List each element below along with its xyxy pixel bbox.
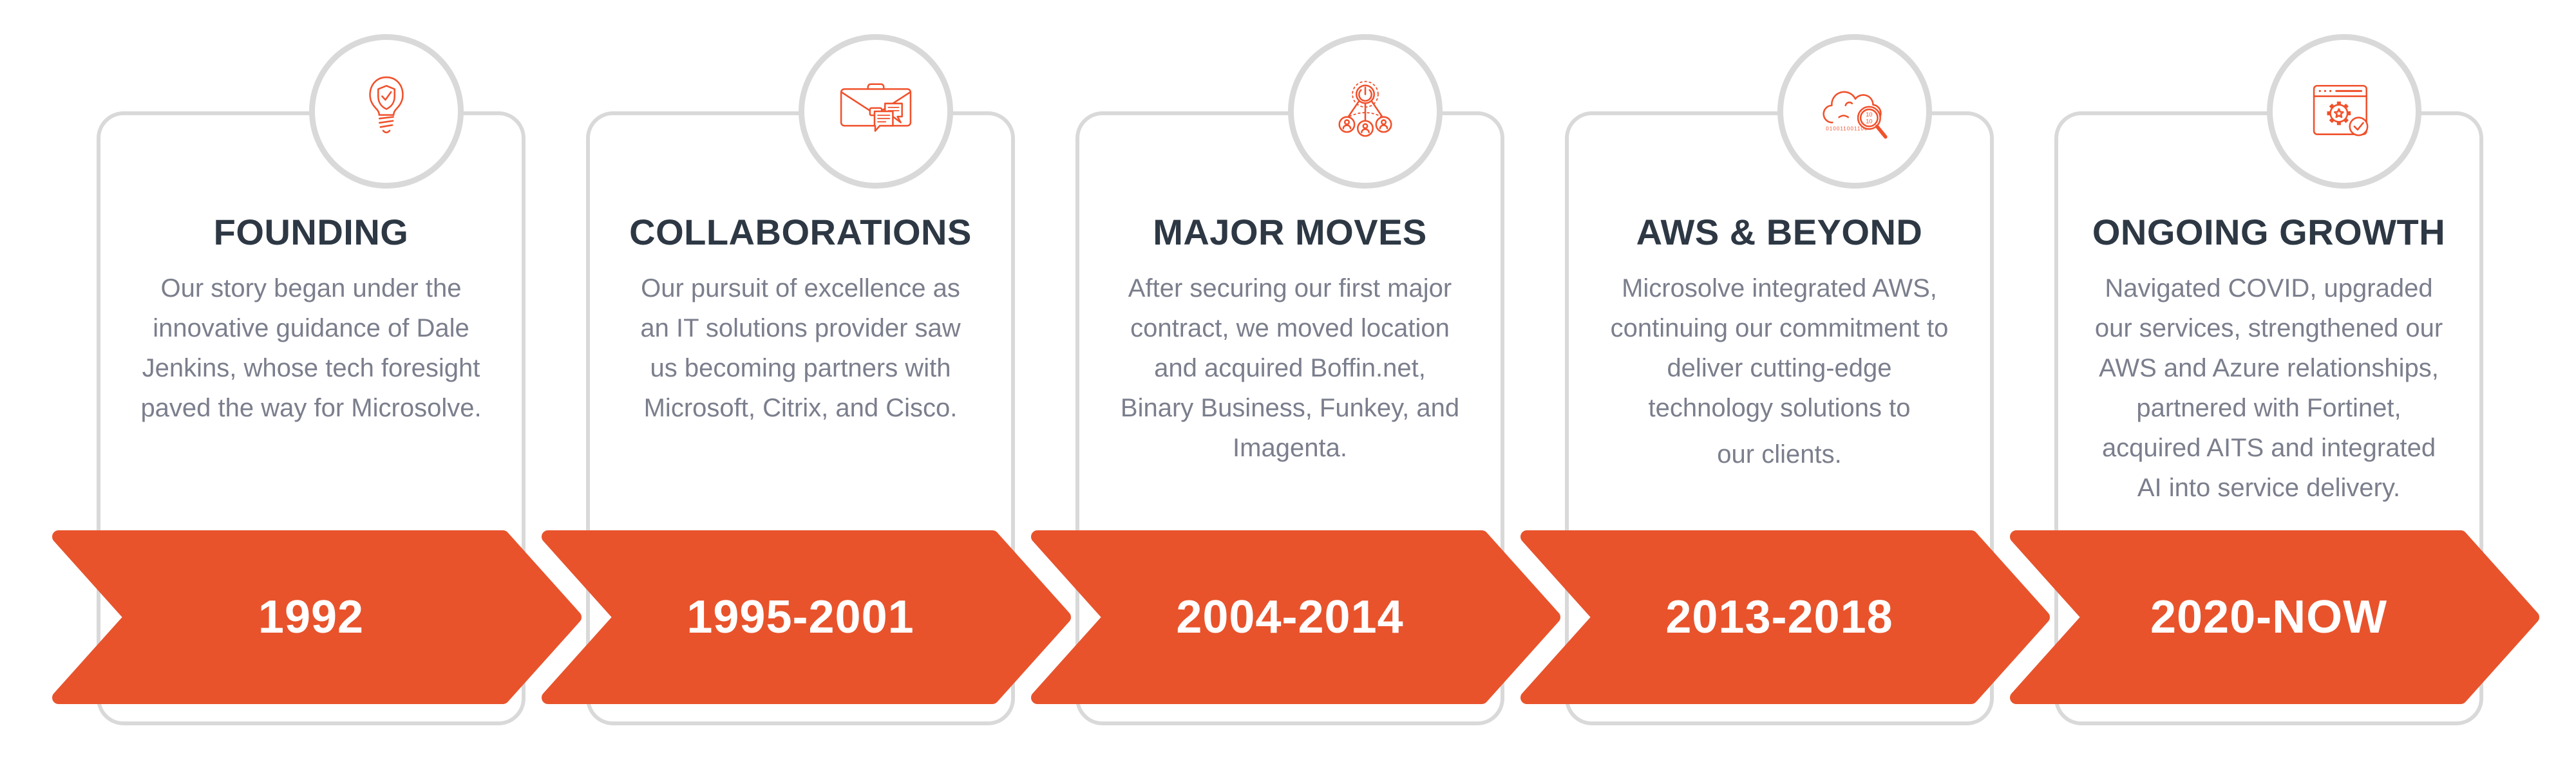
card-body: After securing our first major contract,… [1079,268,1501,468]
card-body-text-2: our clients. [1717,440,1842,469]
icon-badge [799,34,953,189]
year-arrow-banner: 2013-2018 [1520,530,2050,705]
chevron-arrow-shape [542,530,1071,704]
icon-badge: 010011001100 10 10 [1777,34,1932,189]
card-body-text: Navigated COVID, upgraded our services, … [2094,274,2443,502]
year-label: 2013-2018 [1665,591,1893,643]
year-arrow-banner: 2004-2014 [1030,530,1561,705]
card-body-text: Our story began under the innovative gui… [140,274,482,422]
year-label: 2004-2014 [1176,591,1404,643]
icon-badge [2267,34,2421,189]
card-body: Navigated COVID, upgraded our services, … [2058,268,2479,508]
year-arrow-banner: 1995-2001 [541,530,1072,705]
card-title: AWS & BEYOND [1636,212,1923,252]
chevron-arrow-shape [2010,530,2539,704]
card-body: Microsolve integrated AWS, continuing ou… [1569,268,1990,474]
card-body-text: Our pursuit of excellence as an IT solut… [640,274,961,422]
network-hierarchy-icon [1331,79,1399,144]
cloud-data-search-icon: 010011001100 10 10 [1817,80,1893,142]
card-title: COLLABORATIONS [629,212,972,252]
year-label: 1992 [258,591,365,643]
icon-badge [309,34,464,189]
chevron-arrow-shape [52,530,582,704]
year-arrow-banner: 1992 [52,530,582,705]
svg-text:010011001100: 010011001100 [1826,126,1868,132]
svg-text:10: 10 [1866,111,1872,118]
chevron-arrow-shape [1031,530,1560,704]
year-arrow-banner: 2020-NOW [2009,530,2540,705]
browser-gear-check-icon [2311,83,2377,140]
lightbulb-shield-icon [365,75,408,147]
year-label: 1995-2001 [687,591,914,643]
card-body-text: Microsolve integrated AWS, continuing ou… [1610,274,1949,422]
svg-text:10: 10 [1866,118,1872,124]
icon-badge [1288,34,1443,189]
year-label: 2020-NOW [2150,591,2388,643]
card-body: Our pursuit of excellence as an IT solut… [590,268,1011,428]
card-title: ONGOING GROWTH [2092,212,2446,252]
card-body-text: After securing our first major contract,… [1120,274,1460,462]
card-body: Our story began under the innovative gui… [100,268,522,428]
briefcase-chat-icon [838,81,914,142]
card-title: MAJOR MOVES [1153,212,1427,252]
card-title: FOUNDING [213,212,409,252]
chevron-arrow-shape [1520,530,2050,704]
